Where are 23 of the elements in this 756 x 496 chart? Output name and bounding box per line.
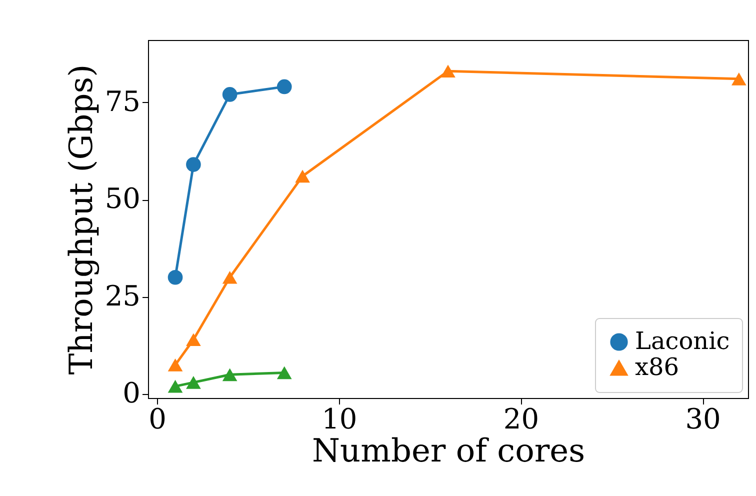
- point: [731, 72, 746, 86]
- y-axis-title: Throughput (Gbps): [62, 64, 100, 375]
- x-tick-label: 0: [148, 402, 167, 436]
- y-tick-label: 50: [104, 182, 140, 216]
- point: [168, 380, 183, 393]
- point: [168, 358, 183, 372]
- point: [186, 376, 201, 389]
- point: [222, 368, 238, 382]
- legend-label: x86: [635, 353, 680, 381]
- point: [186, 333, 201, 346]
- y-tick-label: 25: [104, 279, 140, 312]
- point: [276, 79, 292, 94]
- point: [186, 157, 201, 172]
- y-tick-label: 0: [122, 376, 140, 410]
- point: [168, 270, 183, 285]
- x-tick-label: 30: [685, 402, 721, 436]
- point: [440, 64, 456, 78]
- point: [295, 170, 310, 183]
- point: [276, 366, 292, 380]
- point: [222, 87, 238, 102]
- y-tick-label: 75: [104, 84, 140, 118]
- legend-label: Laconic: [635, 327, 730, 355]
- point: [222, 270, 238, 284]
